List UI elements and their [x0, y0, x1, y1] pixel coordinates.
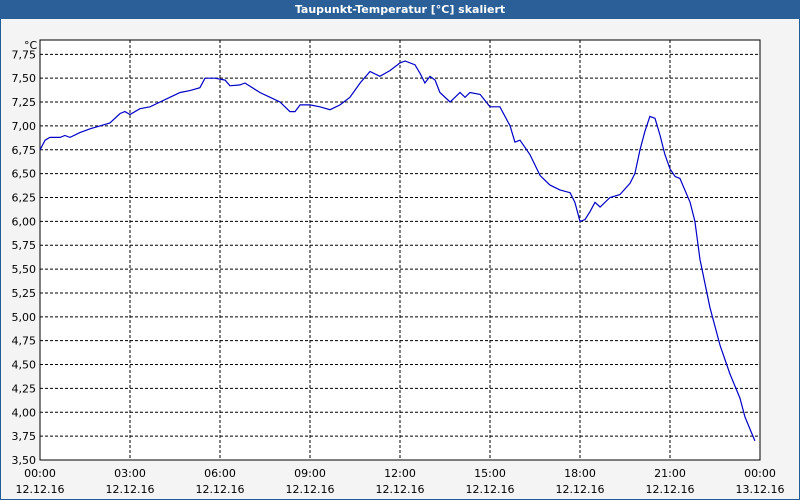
- y-tick-label: 4,00: [12, 406, 37, 419]
- x-tick-date: 12.12.16: [286, 483, 335, 496]
- y-unit: °C: [24, 39, 38, 52]
- x-tick-date: 12.12.16: [16, 483, 65, 496]
- y-tick-label: 7,25: [12, 96, 37, 109]
- y-tick-label: 7,00: [12, 120, 37, 133]
- x-tick-date: 12.12.16: [556, 483, 605, 496]
- y-tick-label: 6,50: [12, 168, 37, 181]
- x-tick-date: 12.12.16: [466, 483, 515, 496]
- x-tick-date: 12.12.16: [646, 483, 695, 496]
- y-tick-label: 4,75: [12, 335, 37, 348]
- y-tick-label: 6,00: [12, 215, 37, 228]
- x-tick-date: 12.12.16: [196, 483, 245, 496]
- x-tick-label: 21:00: [654, 467, 686, 480]
- x-tick-date: 12.12.16: [376, 483, 425, 496]
- y-tick-label: 5,75: [12, 239, 37, 252]
- data-line: [39, 60, 756, 442]
- x-tick-label: 12:00: [384, 467, 416, 480]
- y-tick-label: 7,75: [12, 48, 37, 61]
- x-tick-date: 13.12.16: [736, 483, 785, 496]
- x-tick-label: 00:00: [744, 467, 776, 480]
- y-tick-label: 6,75: [12, 144, 37, 157]
- x-tick-label: 15:00: [474, 467, 506, 480]
- x-tick-label: 06:00: [204, 467, 236, 480]
- title-bar: [0, 0, 800, 19]
- y-tick-label: 4,50: [12, 359, 37, 372]
- y-tick-label: 5,50: [12, 263, 37, 276]
- y-tick-label: 5,25: [12, 287, 37, 300]
- x-tick-label: 00:00: [24, 467, 56, 480]
- x-tick-date: 12.12.16: [106, 483, 155, 496]
- y-tick-label: 6,25: [12, 192, 37, 205]
- y-tick-label: 4,25: [12, 382, 37, 395]
- x-tick-label: 03:00: [114, 467, 146, 480]
- y-tick-label: 3,75: [12, 430, 37, 443]
- y-tick-label: 5,00: [12, 311, 37, 324]
- x-tick-label: 18:00: [564, 467, 596, 480]
- y-tick-label: 7,50: [12, 72, 37, 85]
- y-tick-label: 3,50: [12, 454, 37, 467]
- window-title: Taupunkt-Temperatur [°C] skaliert: [295, 3, 505, 16]
- x-tick-label: 09:00: [294, 467, 326, 480]
